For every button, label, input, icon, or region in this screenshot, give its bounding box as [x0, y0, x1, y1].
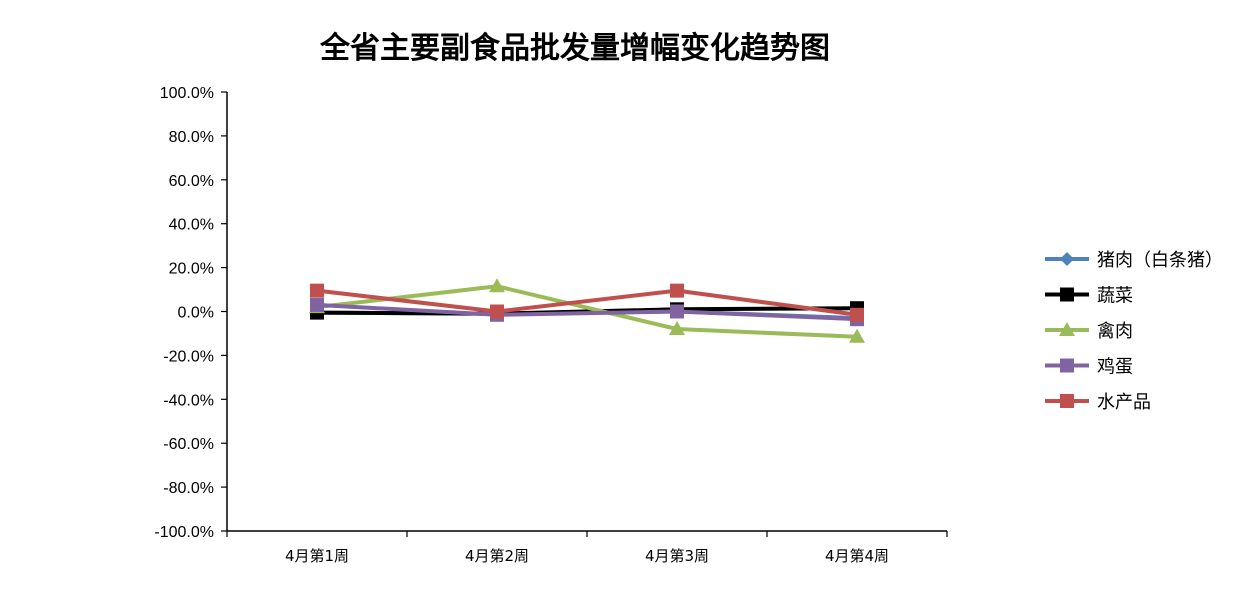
data-point — [490, 304, 504, 319]
legend-label: 禽肉 — [1097, 321, 1133, 342]
legend-item: 水产品 — [1045, 392, 1151, 413]
legend-item: 鸡蛋 — [1045, 357, 1133, 378]
legend-label: 鸡蛋 — [1097, 357, 1133, 378]
y-tick-label: -60.0% — [163, 436, 214, 453]
legend-label: 猪肉（白条猪） — [1097, 250, 1223, 271]
legend-marker — [1060, 287, 1074, 302]
axes: 100.0% 80.0% 60.0% 40.0% 20.0% 0.0% -20.0% -40.… — [154, 85, 948, 565]
x-tick-label: 4月第3周 — [645, 547, 709, 565]
y-tick-label: 40.0% — [169, 217, 214, 234]
y-tick-label: -20.0% — [163, 348, 214, 365]
data-point — [489, 278, 505, 293]
y-tick-label: 100.0% — [160, 85, 214, 102]
series-4 — [310, 283, 864, 322]
y-tick-label: -100.0% — [154, 524, 214, 541]
legend-marker — [1060, 252, 1074, 266]
legend-marker — [1060, 358, 1074, 373]
data-point — [670, 304, 684, 319]
x-tick-label: 4月第2周 — [465, 547, 529, 565]
data-point — [669, 321, 685, 336]
chart-title: 全省主要副食品批发量增幅变化趋势图 — [319, 31, 830, 66]
series-line — [316, 284, 858, 339]
data-point — [310, 297, 324, 312]
y-tick-label: 0.0% — [178, 305, 214, 322]
y-tick-label: -80.0% — [163, 480, 214, 497]
legend-label: 蔬菜 — [1097, 286, 1133, 307]
y-tick-label: -40.0% — [163, 392, 214, 409]
data-point — [310, 283, 324, 298]
legend-marker — [1059, 322, 1075, 336]
legend-item: 猪肉（白条猪） — [1045, 250, 1223, 271]
y-tick-label: 20.0% — [169, 261, 214, 278]
x-tick-label: 4月第1周 — [285, 547, 349, 565]
y-tick-label: 80.0% — [169, 129, 214, 146]
legend-label: 水产品 — [1097, 392, 1151, 413]
series-line — [316, 288, 858, 317]
y-tick-label: 60.0% — [169, 173, 214, 190]
legend-item: 蔬菜 — [1045, 286, 1133, 307]
series-line — [316, 302, 858, 322]
data-point — [849, 328, 865, 343]
legend-marker — [1060, 394, 1074, 408]
x-tick-label: 4月第4周 — [825, 547, 889, 565]
legend-item: 禽肉 — [1045, 321, 1133, 342]
data-point — [670, 283, 684, 298]
data-point — [850, 307, 864, 322]
series-layer — [309, 278, 865, 343]
